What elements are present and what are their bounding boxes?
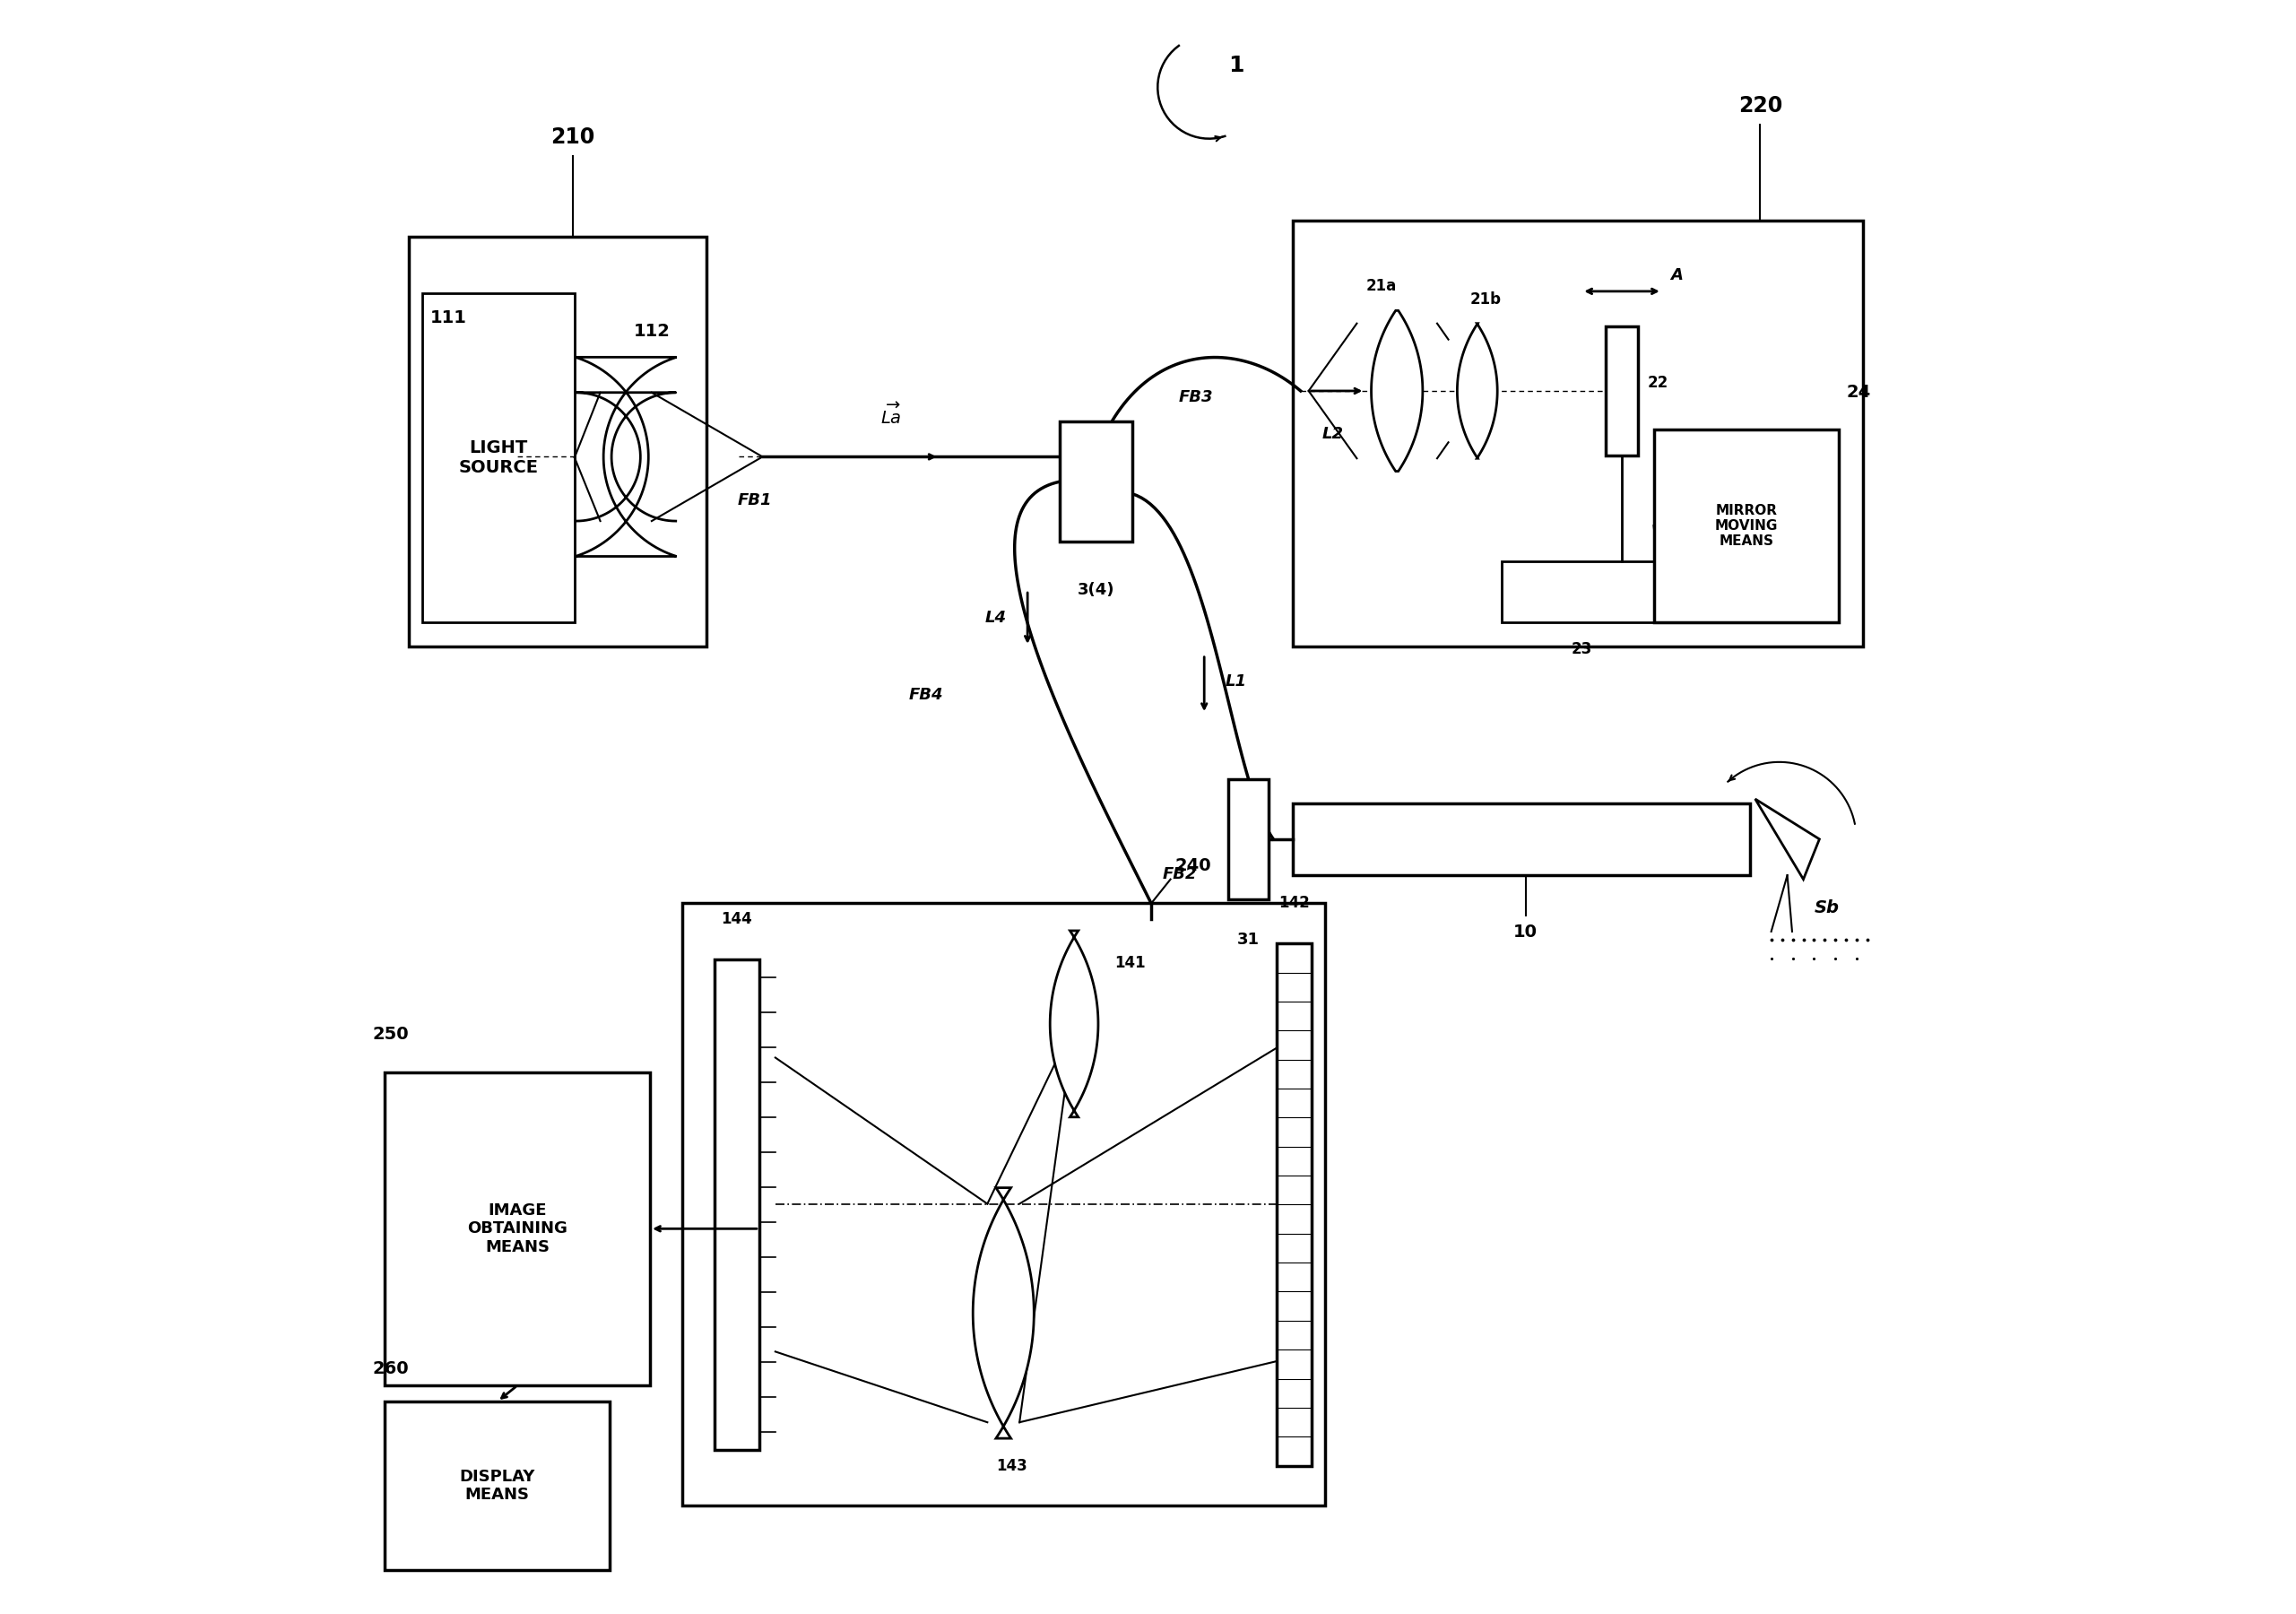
Bar xyxy=(1228,780,1267,899)
Text: 21b: 21b xyxy=(1469,291,1502,307)
Bar xyxy=(1061,421,1132,542)
Bar xyxy=(386,1401,611,1570)
Text: LIGHT
SOURCE: LIGHT SOURCE xyxy=(459,439,537,476)
Polygon shape xyxy=(1049,931,1097,1117)
Bar xyxy=(1653,429,1839,623)
Bar xyxy=(714,960,760,1449)
Bar xyxy=(1277,944,1311,1466)
Text: 3(4): 3(4) xyxy=(1077,583,1114,599)
Text: L2: L2 xyxy=(1322,426,1343,442)
Text: $\overrightarrow{La}$: $\overrightarrow{La}$ xyxy=(879,402,902,428)
Text: 112: 112 xyxy=(634,323,670,339)
Text: 142: 142 xyxy=(1279,896,1309,912)
Text: FB1: FB1 xyxy=(737,492,771,508)
Polygon shape xyxy=(576,357,677,557)
Bar xyxy=(1293,221,1862,646)
Text: MIRROR
MOVING
MEANS: MIRROR MOVING MEANS xyxy=(1715,504,1777,549)
Text: 240: 240 xyxy=(1176,857,1212,875)
Text: FB3: FB3 xyxy=(1178,389,1215,405)
Bar xyxy=(1502,562,1662,623)
Text: 21a: 21a xyxy=(1366,278,1396,294)
Polygon shape xyxy=(1458,323,1497,458)
Bar xyxy=(386,1072,650,1385)
Bar xyxy=(1293,804,1750,875)
Text: 250: 250 xyxy=(372,1027,409,1043)
Text: 144: 144 xyxy=(721,912,753,928)
Text: 31: 31 xyxy=(1238,931,1261,947)
Text: L3: L3 xyxy=(1231,868,1251,884)
Text: 210: 210 xyxy=(551,128,595,148)
Bar xyxy=(409,237,707,646)
Bar xyxy=(682,904,1325,1506)
Bar xyxy=(1605,326,1637,455)
Text: L1: L1 xyxy=(1226,673,1247,689)
Polygon shape xyxy=(1371,310,1424,471)
Text: 141: 141 xyxy=(1114,955,1146,972)
Text: FB2: FB2 xyxy=(1162,867,1199,883)
Text: Sb: Sb xyxy=(1814,899,1839,917)
Text: 22: 22 xyxy=(1649,374,1669,391)
Text: 1: 1 xyxy=(1228,55,1244,76)
Polygon shape xyxy=(1754,799,1818,880)
Text: 23: 23 xyxy=(1570,641,1591,657)
Text: FB4: FB4 xyxy=(909,686,944,702)
Text: 260: 260 xyxy=(372,1361,409,1377)
Text: IMAGE
OBTAINING
MEANS: IMAGE OBTAINING MEANS xyxy=(468,1202,567,1256)
Bar xyxy=(422,292,574,623)
Text: 24: 24 xyxy=(1846,384,1871,400)
Text: 111: 111 xyxy=(429,308,466,326)
Text: 220: 220 xyxy=(1738,95,1782,116)
Text: 10: 10 xyxy=(1513,923,1538,941)
Text: A: A xyxy=(1669,268,1683,284)
Text: DISPLAY
MEANS: DISPLAY MEANS xyxy=(459,1469,535,1503)
Polygon shape xyxy=(974,1188,1033,1438)
Text: 143: 143 xyxy=(996,1457,1026,1474)
Text: L4: L4 xyxy=(985,610,1006,626)
